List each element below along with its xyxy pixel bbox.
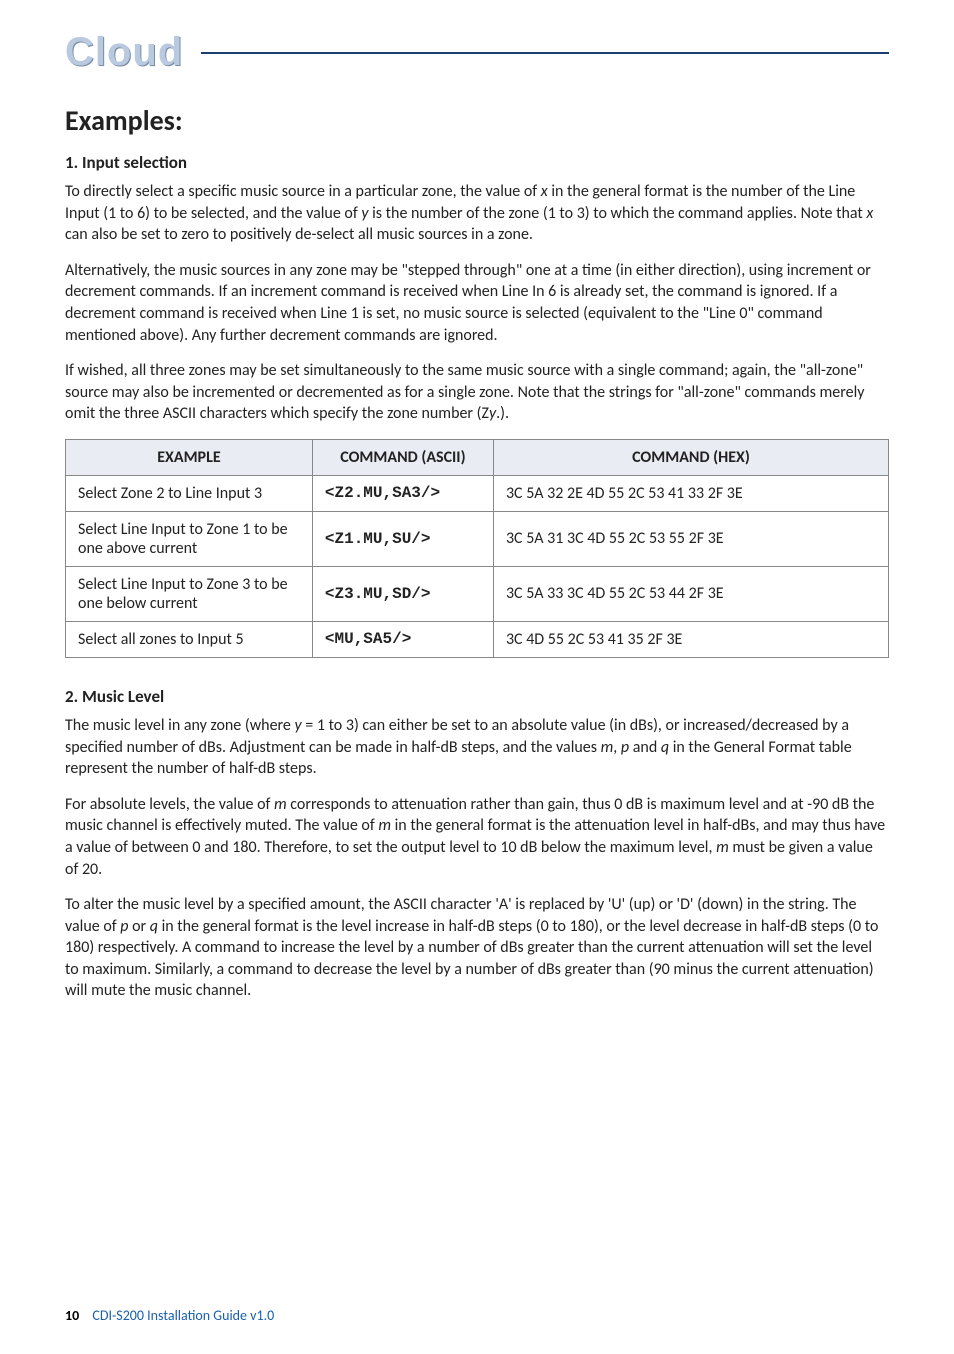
var-q: q [150, 917, 158, 936]
text: is the number of the zone (1 to 3) to wh… [369, 204, 867, 223]
text: For absolute levels, the value of [65, 795, 274, 814]
cell-hex: 3C 5A 32 2E 4D 55 2C 53 41 33 2F 3E [493, 475, 888, 511]
var-x: x [866, 204, 873, 223]
page-footer: 10 CDI-S200 Installation Guide v1.0 [65, 1307, 274, 1324]
var-q: q [661, 738, 669, 757]
cell-example: Select all zones to Input 5 [66, 621, 313, 657]
text: If wished, all three zones may be set si… [65, 361, 865, 423]
section2-title: 2. Music Level [65, 686, 889, 707]
text: and [629, 738, 661, 757]
text: or [128, 917, 149, 936]
page-number: 10 [65, 1307, 79, 1324]
table-row: Select Zone 2 to Line Input 3 <Z2.MU,SA3… [66, 475, 889, 511]
var-m: m [378, 816, 391, 835]
page-heading: Examples: [65, 103, 889, 138]
var-y: y [361, 204, 368, 223]
text: in the general format is the level incre… [65, 917, 878, 1001]
th-hex: COMMAND (HEX) [493, 439, 888, 475]
text: , [613, 738, 621, 757]
var-m: m [601, 738, 614, 757]
text: The music level in any zone (where [65, 716, 294, 735]
text: can also be set to zero to positively de… [65, 225, 533, 244]
cell-hex: 3C 5A 31 3C 4D 55 2C 53 55 2F 3E [493, 511, 888, 566]
var-y: y [294, 716, 301, 735]
page: Cloud Examples: 1. Input selection To di… [0, 0, 954, 1354]
table-header-row: EXAMPLE COMMAND (ASCII) COMMAND (HEX) [66, 439, 889, 475]
header-rule [201, 52, 889, 54]
cell-example: Select Line Input to Zone 3 to be one be… [66, 566, 313, 621]
cell-example: Select Line Input to Zone 1 to be one ab… [66, 511, 313, 566]
cell-ascii: <Z3.MU,SD/> [312, 566, 493, 621]
table-row: Select Line Input to Zone 1 to be one ab… [66, 511, 889, 566]
cell-ascii: <MU,SA5/> [312, 621, 493, 657]
section2-p2: For absolute levels, the value of m corr… [65, 794, 889, 880]
doc-title: CDI-S200 Installation Guide v1.0 [92, 1307, 274, 1324]
var-p: p [621, 738, 629, 757]
section1-p3: If wished, all three zones may be set si… [65, 360, 889, 425]
var-m: m [716, 838, 729, 857]
var-m: m [274, 795, 287, 814]
section2-p1: The music level in any zone (where y = 1… [65, 715, 889, 780]
cell-ascii: <Z2.MU,SA3/> [312, 475, 493, 511]
var-x: x [541, 182, 548, 201]
section1-title: 1. Input selection [65, 152, 889, 173]
cell-hex: 3C 4D 55 2C 53 41 35 2F 3E [493, 621, 888, 657]
text: To directly select a specific music sour… [65, 182, 541, 201]
section1-p2: Alternatively, the music sources in any … [65, 260, 889, 346]
header-row: Cloud [65, 30, 889, 75]
text: .). [496, 404, 509, 423]
table-row: Select all zones to Input 5 <MU,SA5/> 3C… [66, 621, 889, 657]
command-table: EXAMPLE COMMAND (ASCII) COMMAND (HEX) Se… [65, 439, 889, 658]
table-row: Select Line Input to Zone 3 to be one be… [66, 566, 889, 621]
section1-p1: To directly select a specific music sour… [65, 181, 889, 246]
brand-logo: Cloud [65, 30, 183, 75]
cell-hex: 3C 5A 33 3C 4D 55 2C 53 44 2F 3E [493, 566, 888, 621]
cell-ascii: <Z1.MU,SU/> [312, 511, 493, 566]
section2-p3: To alter the music level by a specified … [65, 894, 889, 1002]
th-ascii: COMMAND (ASCII) [312, 439, 493, 475]
cell-example: Select Zone 2 to Line Input 3 [66, 475, 313, 511]
th-example: EXAMPLE [66, 439, 313, 475]
